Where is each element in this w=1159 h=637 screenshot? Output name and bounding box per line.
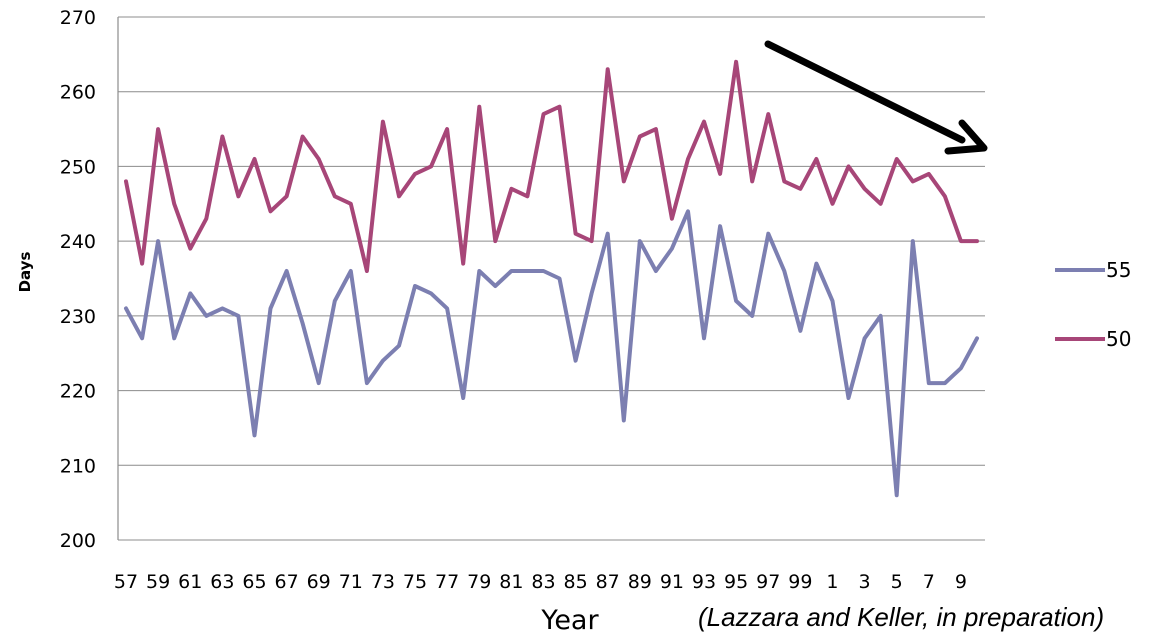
x-tick-label: 9 bbox=[955, 571, 967, 593]
x-tick-label: 59 bbox=[146, 571, 170, 593]
x-tick-label: 85 bbox=[563, 571, 587, 593]
x-tick-label: 83 bbox=[531, 571, 555, 593]
x-tick-label: 87 bbox=[596, 571, 620, 593]
x-tick-label: 67 bbox=[274, 571, 298, 593]
y-axis-label: Days bbox=[16, 252, 34, 293]
series-line-55 bbox=[124, 209, 979, 498]
gridlines bbox=[118, 16, 985, 541]
x-tick-label: 79 bbox=[467, 571, 491, 593]
series-line-50 bbox=[124, 59, 979, 273]
x-tick-label: 63 bbox=[210, 571, 234, 593]
series-lines bbox=[124, 59, 979, 498]
x-tick-label: 57 bbox=[114, 571, 138, 593]
y-tick-label: 230 bbox=[60, 306, 96, 328]
x-tick-labels: 57 59 61 63 65 67 69 71 73 75 77 79 81 83 85 87 89 91 93 95… bbox=[114, 571, 967, 593]
x-tick-label: 97 bbox=[756, 571, 780, 593]
legend: 55 50 bbox=[1055, 258, 1131, 351]
legend-label: 55 bbox=[1106, 258, 1131, 282]
legend-label: 50 bbox=[1106, 327, 1131, 351]
y-tick-label: 240 bbox=[60, 231, 96, 253]
x-axis-label: Year bbox=[540, 605, 599, 636]
citation-annotation: (Lazzara and Keller, in preparation) bbox=[698, 602, 1105, 632]
x-tick-label: 81 bbox=[499, 571, 523, 593]
x-tick-label: 99 bbox=[788, 571, 812, 593]
x-tick-label: 5 bbox=[891, 571, 903, 593]
x-tick-label: 1 bbox=[826, 571, 838, 593]
y-tick-label: 260 bbox=[60, 82, 96, 104]
y-tick-label: 250 bbox=[60, 156, 96, 178]
x-tick-label: 93 bbox=[692, 571, 716, 593]
y-tick-labels: 200 210 220 230 240 250 260 270 bbox=[60, 7, 96, 552]
y-tick-label: 210 bbox=[60, 455, 96, 477]
x-tick-label: 7 bbox=[923, 571, 935, 593]
x-tick-label: 91 bbox=[660, 571, 684, 593]
x-tick-label: 69 bbox=[307, 571, 331, 593]
x-tick-label: 95 bbox=[724, 571, 748, 593]
x-tick-label: 65 bbox=[242, 571, 266, 593]
y-tick-label: 200 bbox=[60, 530, 96, 552]
x-tick-label: 89 bbox=[628, 571, 652, 593]
trend-arrow-icon bbox=[764, 40, 988, 155]
x-tick-label: 71 bbox=[339, 571, 363, 593]
y-tick-label: 270 bbox=[60, 7, 96, 29]
x-tick-label: 3 bbox=[859, 571, 871, 593]
x-tick-label: 73 bbox=[371, 571, 395, 593]
x-tick-label: 77 bbox=[435, 571, 459, 593]
x-tick-label: 61 bbox=[178, 571, 202, 593]
x-tick-label: 75 bbox=[403, 571, 427, 593]
y-tick-label: 220 bbox=[60, 381, 96, 403]
